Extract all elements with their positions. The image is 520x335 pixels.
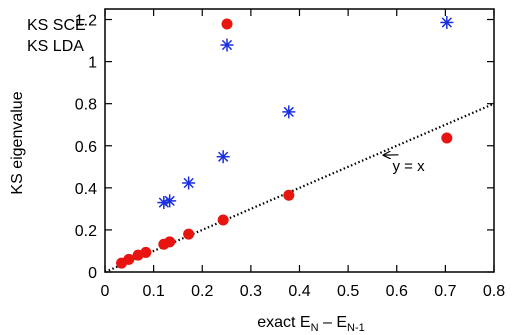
ks-sce-point bbox=[123, 253, 135, 265]
ks-lda-point bbox=[163, 194, 177, 208]
y-tick-label: 0.6 bbox=[75, 139, 97, 156]
y-tick-label: 0 bbox=[88, 265, 97, 282]
ks-lda-point bbox=[216, 150, 230, 164]
legend-asterisk bbox=[220, 38, 234, 52]
x-tick-label: 0 bbox=[101, 283, 110, 300]
x-tick-label: 0.7 bbox=[434, 283, 456, 300]
annotation-label: y = x bbox=[392, 158, 425, 175]
legend-marker-ks-sce bbox=[221, 18, 233, 30]
x-tick-label: 0.6 bbox=[386, 283, 408, 300]
ks-sce-point bbox=[140, 246, 152, 258]
ks-sce-point bbox=[283, 189, 295, 201]
ks-lda-point bbox=[282, 105, 296, 119]
legend-label-ks-lda: KS LDA bbox=[27, 38, 84, 55]
data-points bbox=[116, 15, 454, 269]
legend-label-ks-sce: KS SCE bbox=[27, 17, 86, 34]
ks-sce-point bbox=[183, 228, 195, 240]
x-tick-label: 0.8 bbox=[483, 283, 505, 300]
plot-frame bbox=[104, 8, 495, 273]
x-tick-label: 0.3 bbox=[240, 283, 262, 300]
y-tick-label: 1 bbox=[88, 55, 97, 72]
y-tick-label: 0.2 bbox=[75, 223, 97, 240]
x-tick-label: 0.4 bbox=[288, 283, 310, 300]
x-tick-label: 0.1 bbox=[143, 283, 165, 300]
reference-line bbox=[104, 102, 495, 274]
ks-sce-point bbox=[164, 236, 176, 248]
ks-lda-point bbox=[182, 176, 196, 190]
x-tick-label: 0.2 bbox=[191, 283, 213, 300]
axis-ticks: 0 0.1 0.2 0.3 0.4 0.5 0.6 0.7 0.8 0 0.2 0.4 0.6 0.8 1 1… bbox=[75, 9, 505, 300]
annotation-group: y = x bbox=[384, 155, 425, 175]
y-tick-label: 1.2 bbox=[75, 13, 97, 30]
legend: KS SCE KS LDA bbox=[27, 17, 234, 55]
legend-marker-ks-lda bbox=[220, 38, 234, 52]
y-tick-label: 0.8 bbox=[75, 97, 97, 114]
y-axis-label: KS eigenvalue bbox=[9, 91, 26, 194]
y-tick-label: 0.4 bbox=[75, 181, 97, 198]
ks-sce-point bbox=[441, 132, 453, 144]
ks-lda-point bbox=[440, 15, 454, 29]
ks-sce-point bbox=[217, 214, 229, 226]
x-tick-label: 0.5 bbox=[337, 283, 359, 300]
x-axis-label: exact EN – EN-1 bbox=[257, 314, 365, 334]
reference-line-group bbox=[104, 102, 495, 274]
